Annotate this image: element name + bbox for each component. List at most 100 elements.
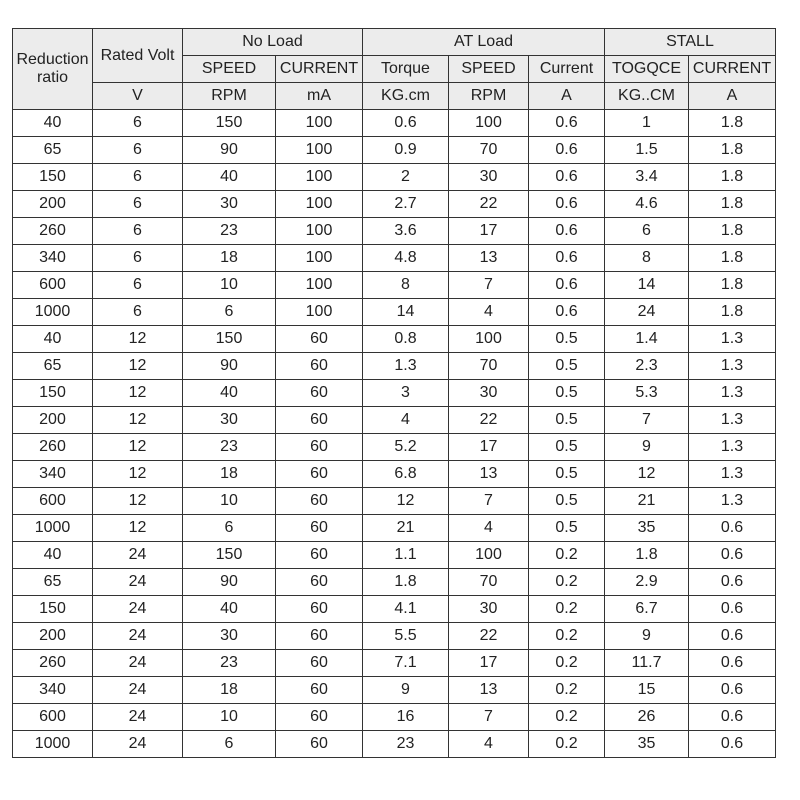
table-cell: 100 [275,190,363,218]
table-cell: 4 [448,514,529,542]
table-cell: 40 [12,541,93,569]
table-cell: 260 [12,433,93,461]
table-cell: 1.3 [688,379,776,407]
header-unit: RPM [182,82,276,110]
table-cell: 260 [12,649,93,677]
table-cell: 17 [448,649,529,677]
table-cell: 6 [182,298,276,326]
table-cell: 60 [275,325,363,353]
table-cell: 5.2 [362,433,449,461]
table-cell: 100 [275,298,363,326]
table-row: 1000 24 6 60 23 4 0.2 35 0.6 [12,730,776,758]
table-cell: 60 [275,514,363,542]
table-cell: 100 [275,271,363,299]
table-cell: 21 [362,514,449,542]
table-cell: 60 [275,595,363,623]
header-sub: CURRENT [275,55,363,83]
table-cell: 600 [12,271,93,299]
table-row: 260 24 23 60 7.1 17 0.2 11.7 0.6 [12,649,776,677]
table-cell: 24 [92,649,183,677]
table-cell: 60 [275,703,363,731]
header-rated-volt: Rated Volt [92,28,183,83]
table-cell: 1.3 [688,487,776,515]
table-cell: 16 [362,703,449,731]
table-cell: 1.8 [688,109,776,137]
table-row: 40 12 150 60 0.8 100 0.5 1.4 1.3 [12,325,776,353]
table-cell: 18 [182,244,276,272]
table-row: 200 6 30 100 2.7 22 0.6 4.6 1.8 [12,190,776,218]
table-cell: 13 [448,676,529,704]
table-cell: 0.5 [528,352,605,380]
table-row: 65 24 90 60 1.8 70 0.2 2.9 0.6 [12,568,776,596]
table-cell: 0.6 [688,541,776,569]
header-sub: TOGQCE [604,55,689,83]
table-cell: 600 [12,487,93,515]
table-cell: 60 [275,487,363,515]
table-cell: 12 [92,433,183,461]
table-cell: 11.7 [604,649,689,677]
table-cell: 1.8 [688,190,776,218]
table-cell: 18 [182,676,276,704]
table-cell: 0.2 [528,730,605,758]
table-cell: 1000 [12,730,93,758]
table-cell: 1 [604,109,689,137]
table-cell: 4.6 [604,190,689,218]
table-row: 200 24 30 60 5.5 22 0.2 9 0.6 [12,622,776,650]
table-cell: 1.3 [688,406,776,434]
table-cell: 7 [448,271,529,299]
table-cell: 0.6 [688,703,776,731]
table-cell: 24 [92,595,183,623]
table-cell: 6 [92,298,183,326]
table-cell: 0.6 [528,163,605,191]
table-cell: 0.9 [362,136,449,164]
table-cell: 35 [604,514,689,542]
table-cell: 1.8 [688,271,776,299]
table-cell: 0.6 [688,649,776,677]
table-cell: 22 [448,622,529,650]
table-cell: 9 [362,676,449,704]
table-row: 600 12 10 60 12 7 0.5 21 1.3 [12,487,776,515]
header-sub: SPEED [182,55,276,83]
table-cell: 0.6 [688,568,776,596]
table-cell: 100 [275,136,363,164]
table-cell: 100 [275,244,363,272]
table-cell: 0.2 [528,649,605,677]
table-cell: 9 [604,433,689,461]
table-row: 150 12 40 60 3 30 0.5 5.3 1.3 [12,379,776,407]
table-cell: 24 [92,703,183,731]
table-cell: 0.2 [528,622,605,650]
table-cell: 24 [92,676,183,704]
header-sub: Torque [362,55,449,83]
header-unit: KG..CM [604,82,689,110]
table-cell: 60 [275,649,363,677]
table-cell: 10 [182,703,276,731]
table-cell: 70 [448,352,529,380]
table-cell: 200 [12,622,93,650]
table-cell: 12 [92,514,183,542]
table-cell: 0.2 [528,541,605,569]
table-cell: 1.8 [688,298,776,326]
table-cell: 12 [92,487,183,515]
table-cell: 0.5 [528,325,605,353]
table-row: 150 24 40 60 4.1 30 0.2 6.7 0.6 [12,595,776,623]
table-cell: 1.3 [688,460,776,488]
table-cell: 22 [448,406,529,434]
table-row: 150 6 40 100 2 30 0.6 3.4 1.8 [12,163,776,191]
table-cell: 1.3 [688,433,776,461]
header-unit: A [528,82,605,110]
table-cell: 0.5 [528,379,605,407]
table-cell: 14 [604,271,689,299]
table-cell: 0.2 [528,676,605,704]
table-cell: 200 [12,406,93,434]
table-cell: 60 [275,730,363,758]
table-row: 340 24 18 60 9 13 0.2 15 0.6 [12,676,776,704]
table-cell: 3.6 [362,217,449,245]
table-cell: 12 [92,406,183,434]
table-cell: 0.2 [528,568,605,596]
header-sub: Current [528,55,605,83]
table-cell: 24 [92,730,183,758]
table-cell: 6 [92,109,183,137]
table-cell: 6 [92,244,183,272]
table-row: 340 6 18 100 4.8 13 0.6 8 1.8 [12,244,776,272]
table-cell: 340 [12,460,93,488]
